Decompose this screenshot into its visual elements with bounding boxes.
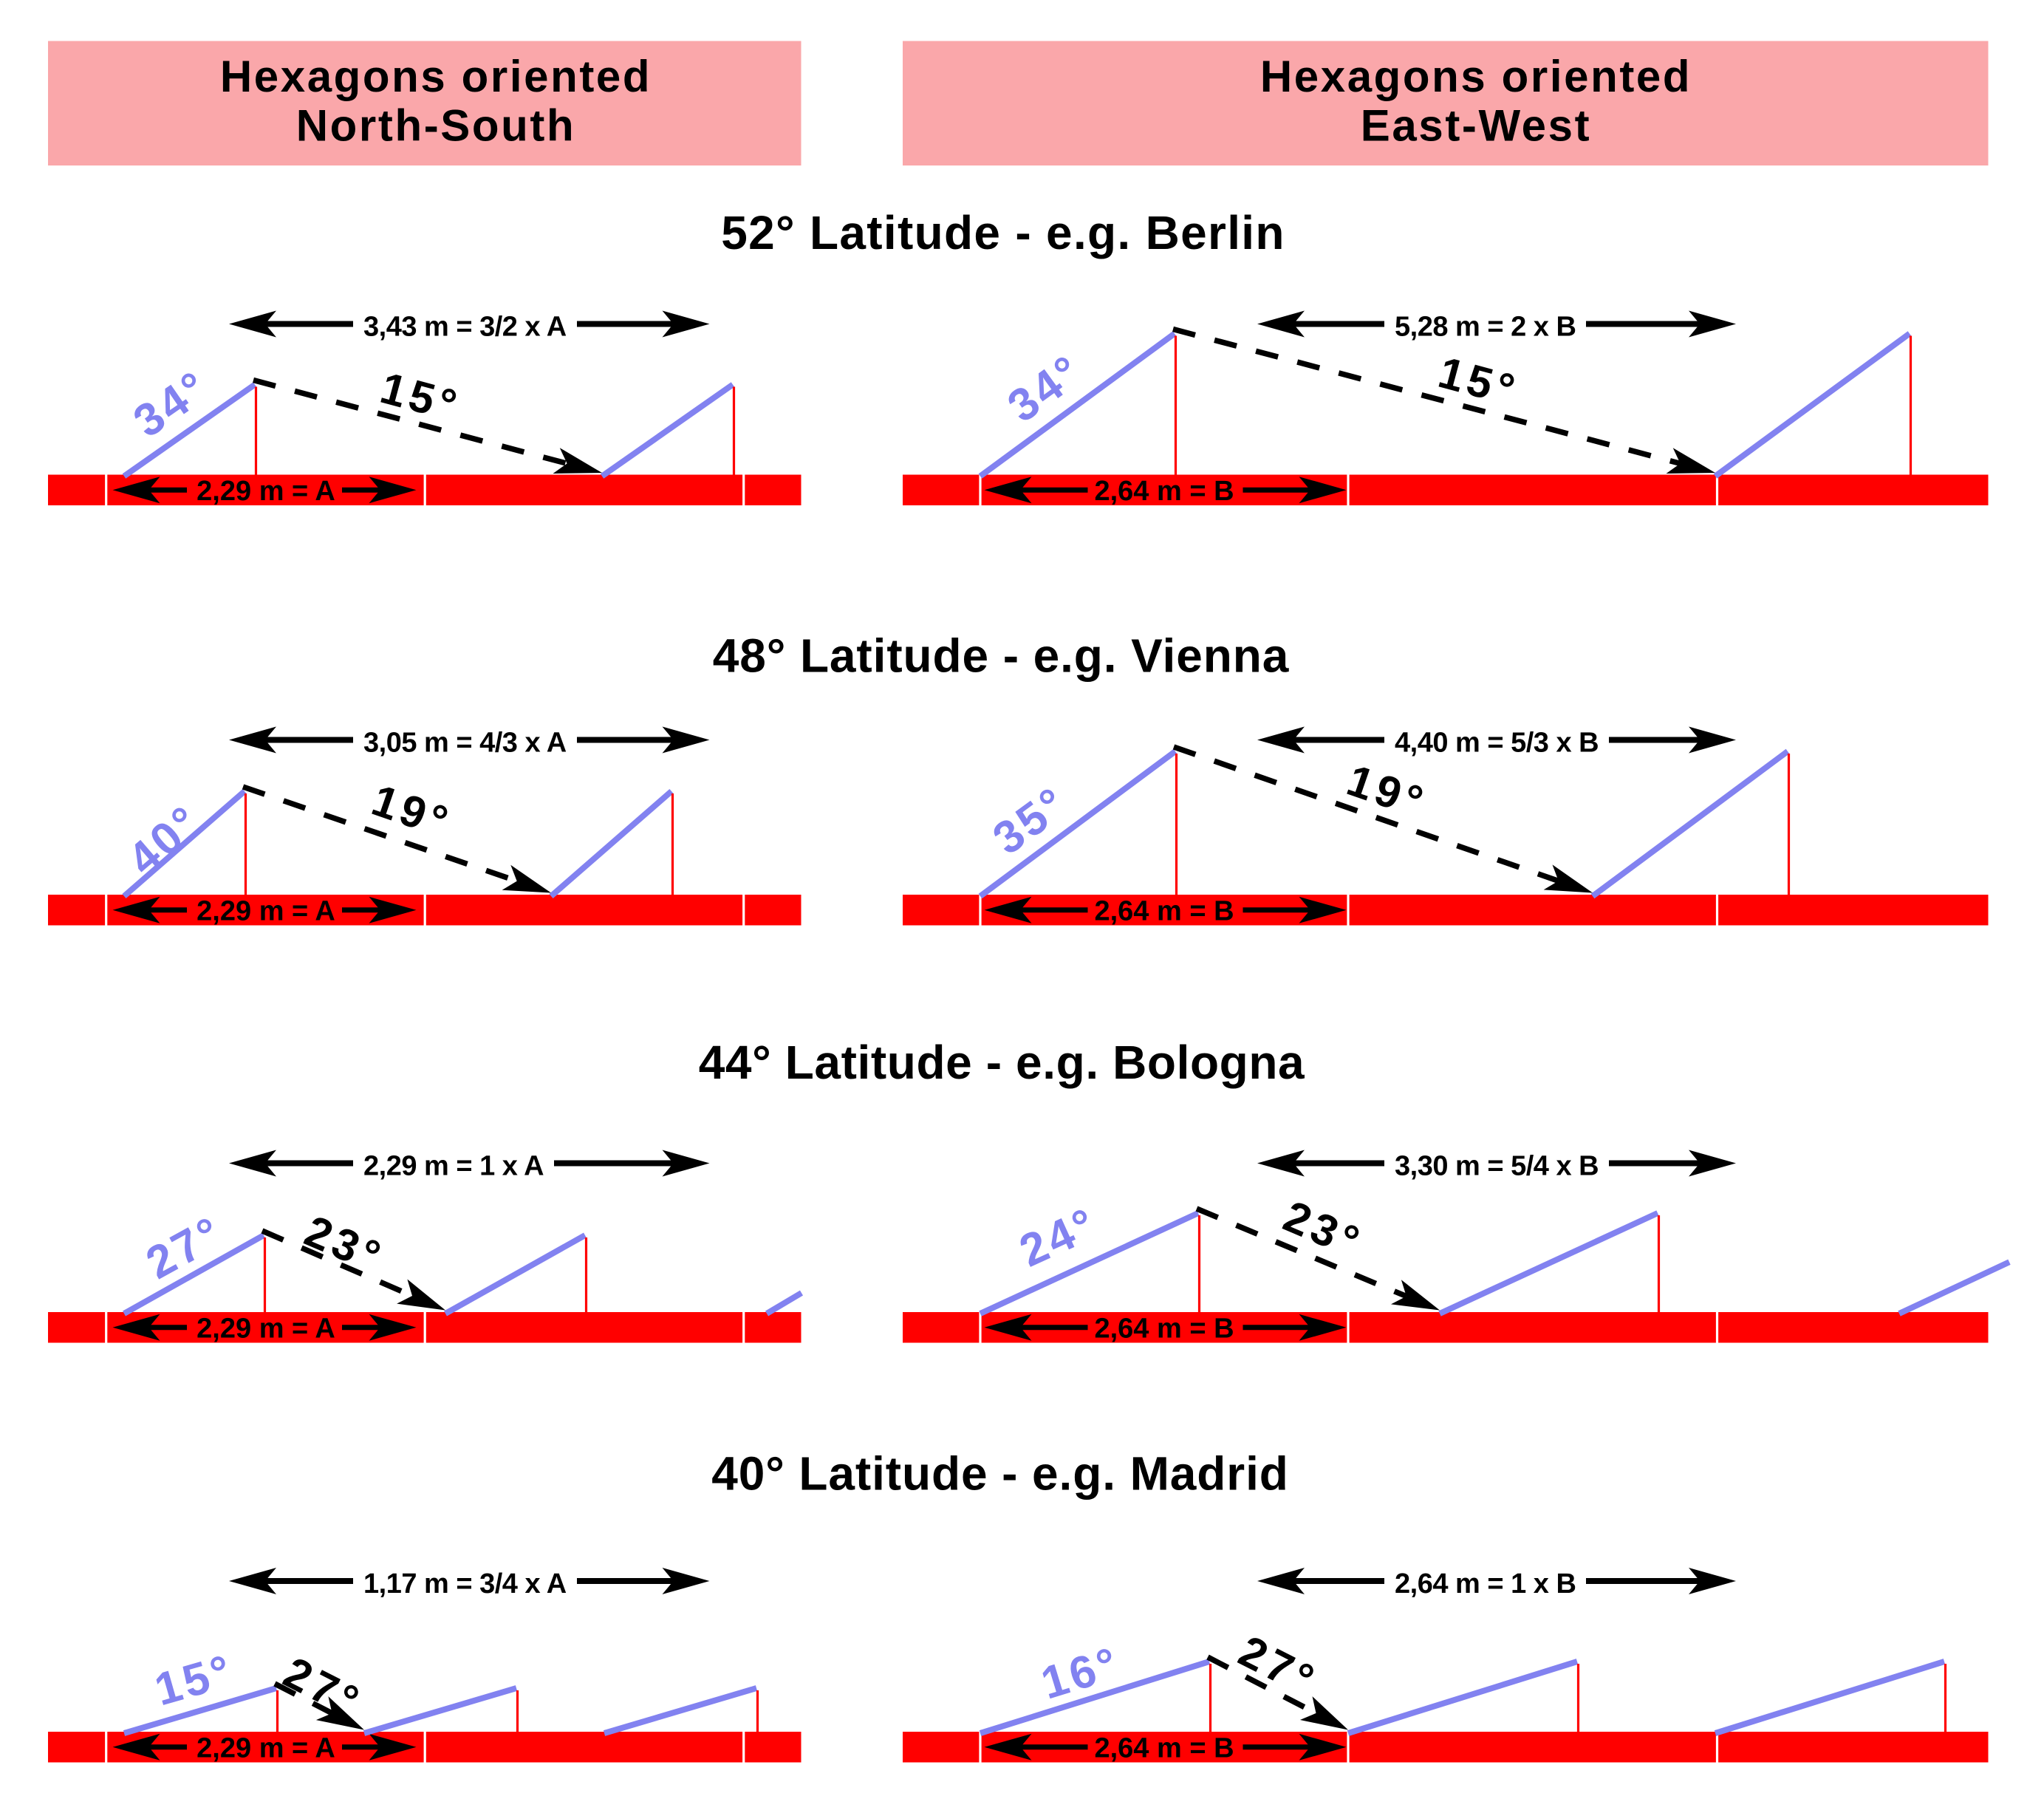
svg-text:Hexagons oriented: Hexagons oriented: [1260, 52, 1692, 101]
svg-text:2,64 m = B: 2,64 m = B: [1094, 476, 1234, 507]
svg-text:3,05 m = 4/3 x A: 3,05 m = 4/3 x A: [363, 728, 567, 759]
svg-text:5,28 m = 2 x B: 5,28 m = 2 x B: [1395, 312, 1576, 343]
svg-text:3,30 m = 5/4 x B: 3,30 m = 5/4 x B: [1395, 1151, 1599, 1182]
svg-text:2,29 m = 1 x A: 2,29 m = 1 x A: [363, 1151, 544, 1182]
svg-text:2,64 m = B: 2,64 m = B: [1094, 896, 1234, 927]
svg-text:2,64 m = B: 2,64 m = B: [1094, 1733, 1234, 1764]
svg-text:52° Latitude - e.g. Berlin: 52° Latitude - e.g. Berlin: [721, 206, 1285, 259]
svg-text:2,29 m = A: 2,29 m = A: [196, 896, 335, 927]
svg-text:40° Latitude - e.g. Madrid: 40° Latitude - e.g. Madrid: [711, 1447, 1289, 1500]
svg-text:Hexagons oriented: Hexagons oriented: [220, 52, 652, 101]
svg-text:2,29 m = A: 2,29 m = A: [196, 1314, 335, 1345]
svg-text:2,64 m = B: 2,64 m = B: [1094, 1314, 1234, 1345]
svg-text:2,29 m = A: 2,29 m = A: [196, 1733, 335, 1764]
svg-text:44° Latitude - e.g. Bologna: 44° Latitude - e.g. Bologna: [699, 1036, 1305, 1089]
svg-text:3,43 m = 3/2 x A: 3,43 m = 3/2 x A: [363, 312, 567, 343]
svg-text:North-South: North-South: [296, 101, 576, 151]
svg-text:East-West: East-West: [1361, 101, 1591, 151]
svg-text:1,17 m = 3/4 x A: 1,17 m = 3/4 x A: [363, 1568, 567, 1599]
svg-text:48° Latitude - e.g. Vienna: 48° Latitude - e.g. Vienna: [713, 629, 1289, 683]
svg-text:4,40 m = 5/3 x B: 4,40 m = 5/3 x B: [1395, 728, 1599, 759]
svg-text:2,29 m = A: 2,29 m = A: [196, 476, 335, 507]
svg-text:2,64 m = 1 x B: 2,64 m = 1 x B: [1395, 1568, 1576, 1599]
